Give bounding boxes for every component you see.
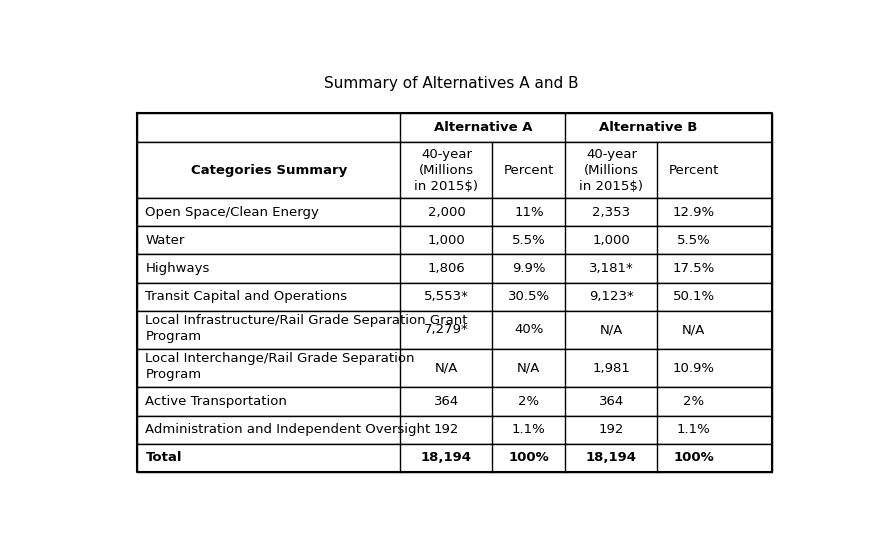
- Bar: [137, 311, 772, 349]
- Text: N/A: N/A: [517, 362, 540, 375]
- Text: Transit Capital and Operations: Transit Capital and Operations: [145, 291, 348, 303]
- Text: 12.9%: 12.9%: [673, 206, 715, 219]
- Text: Open Space/Clean Energy: Open Space/Clean Energy: [145, 206, 319, 219]
- Bar: [137, 388, 772, 416]
- Text: 1,000: 1,000: [592, 234, 630, 247]
- Text: 5.5%: 5.5%: [677, 234, 711, 247]
- Text: 364: 364: [598, 395, 624, 408]
- Text: Highways: Highways: [145, 262, 209, 275]
- Text: 1,981: 1,981: [592, 362, 630, 375]
- Text: 2%: 2%: [683, 395, 704, 408]
- Text: 40-year
(Millions
in 2015$): 40-year (Millions in 2015$): [414, 147, 479, 193]
- Text: Total: Total: [145, 451, 182, 464]
- Text: Active Transportation: Active Transportation: [145, 395, 288, 408]
- Text: 9.9%: 9.9%: [512, 262, 546, 275]
- Bar: [137, 255, 772, 283]
- Text: 364: 364: [434, 395, 459, 408]
- Text: Percent: Percent: [503, 164, 554, 177]
- Text: N/A: N/A: [599, 324, 623, 337]
- Bar: [137, 227, 772, 255]
- Text: 2%: 2%: [518, 395, 539, 408]
- Bar: [137, 416, 772, 444]
- Text: 100%: 100%: [673, 451, 715, 464]
- Text: 3,181*: 3,181*: [589, 262, 634, 275]
- Text: Summary of Alternatives A and B: Summary of Alternatives A and B: [324, 76, 578, 91]
- Text: 40-year
(Millions
in 2015$): 40-year (Millions in 2015$): [579, 147, 643, 193]
- Text: Percent: Percent: [669, 164, 719, 177]
- Text: 18,194: 18,194: [586, 451, 637, 464]
- Text: 1,806: 1,806: [428, 262, 466, 275]
- Text: Local Infrastructure/Rail Grade Separation Grant
Program: Local Infrastructure/Rail Grade Separati…: [145, 314, 468, 343]
- Text: 1,000: 1,000: [428, 234, 466, 247]
- Text: 5,553*: 5,553*: [424, 291, 469, 303]
- Text: 2,000: 2,000: [428, 206, 466, 219]
- Bar: [137, 113, 772, 143]
- Text: N/A: N/A: [682, 324, 706, 337]
- Text: 50.1%: 50.1%: [673, 291, 715, 303]
- Text: 17.5%: 17.5%: [672, 262, 715, 275]
- Text: Water: Water: [145, 234, 185, 247]
- Text: Alternative B: Alternative B: [598, 121, 697, 134]
- Text: Local Interchange/Rail Grade Separation
Program: Local Interchange/Rail Grade Separation …: [145, 352, 415, 382]
- Bar: [137, 444, 772, 472]
- Text: Categories Summary: Categories Summary: [191, 164, 347, 177]
- Bar: [137, 283, 772, 311]
- Bar: [137, 198, 772, 227]
- Text: Alternative A: Alternative A: [434, 121, 532, 134]
- Text: 7,279*: 7,279*: [424, 324, 469, 337]
- Text: 2,353: 2,353: [592, 206, 630, 219]
- Text: 18,194: 18,194: [421, 451, 472, 464]
- Text: 192: 192: [434, 423, 459, 436]
- Text: 11%: 11%: [514, 206, 544, 219]
- Text: 5.5%: 5.5%: [512, 234, 546, 247]
- Text: 100%: 100%: [509, 451, 549, 464]
- Text: Administration and Independent Oversight: Administration and Independent Oversight: [145, 423, 430, 436]
- Bar: [137, 349, 772, 388]
- Text: 1.1%: 1.1%: [677, 423, 711, 436]
- Text: N/A: N/A: [435, 362, 458, 375]
- Text: 40%: 40%: [514, 324, 544, 337]
- Text: 10.9%: 10.9%: [673, 362, 715, 375]
- Text: 30.5%: 30.5%: [508, 291, 550, 303]
- Text: 192: 192: [598, 423, 624, 436]
- Text: 9,123*: 9,123*: [589, 291, 634, 303]
- Text: 1.1%: 1.1%: [512, 423, 546, 436]
